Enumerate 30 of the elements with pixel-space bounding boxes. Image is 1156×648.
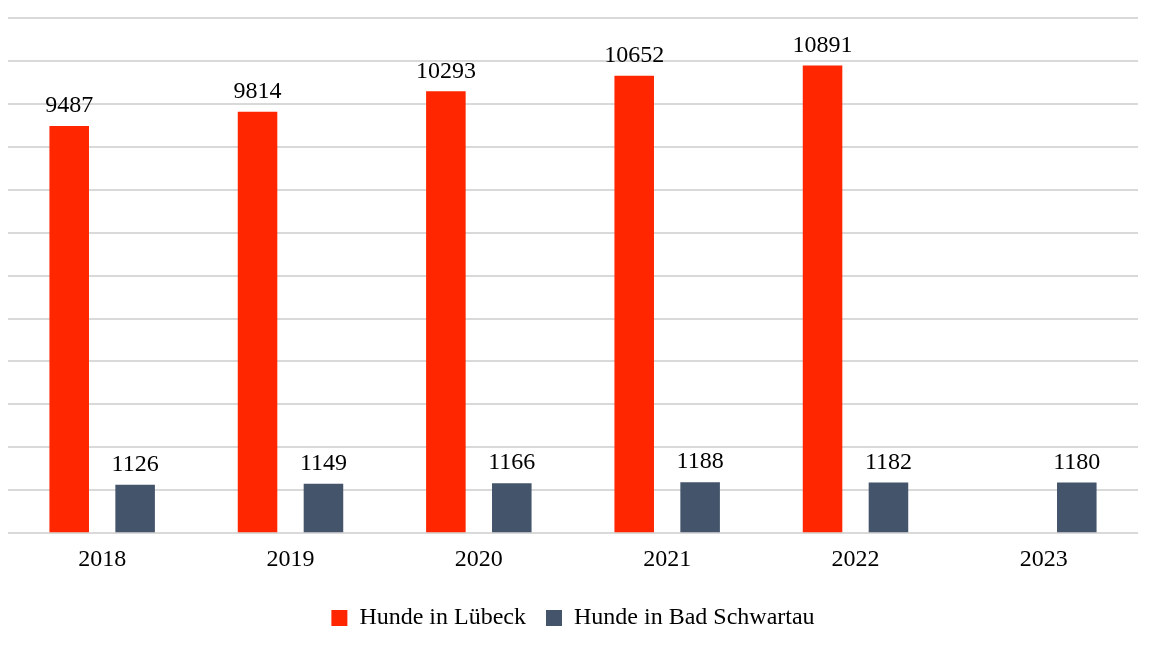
bar [49,125,89,533]
bar [868,482,909,533]
data-label: 9814 [233,77,282,104]
x-tick-label: 2019 [266,544,315,571]
bar [614,75,654,533]
data-label: 10652 [604,41,665,68]
data-label: 1126 [111,450,159,477]
bar [115,484,155,533]
bar [802,65,843,533]
data-label: 1166 [488,448,536,475]
data-label: 1182 [864,447,913,474]
bar [426,91,466,533]
data-label: 10891 [792,30,853,57]
x-tick-label: 2021 [643,544,692,571]
x-tick-label: 2023 [1019,544,1068,571]
x-tick-label: 2020 [454,544,503,571]
legend-label: Hunde in Lübeck [359,603,527,630]
legend-label: Hunde in Bad Schwartau [574,603,815,630]
bar [1057,482,1097,533]
bar [303,483,344,533]
data-label: 10293 [415,56,476,83]
bar [237,111,278,533]
bar [680,482,720,533]
data-label: 1180 [1053,447,1101,474]
data-label: 1188 [676,447,724,474]
x-tick-label: 2022 [831,544,880,571]
bar [492,483,532,533]
data-label: 9487 [45,91,94,118]
data-label: 1149 [299,449,348,476]
x-tick-label: 2018 [78,544,127,571]
